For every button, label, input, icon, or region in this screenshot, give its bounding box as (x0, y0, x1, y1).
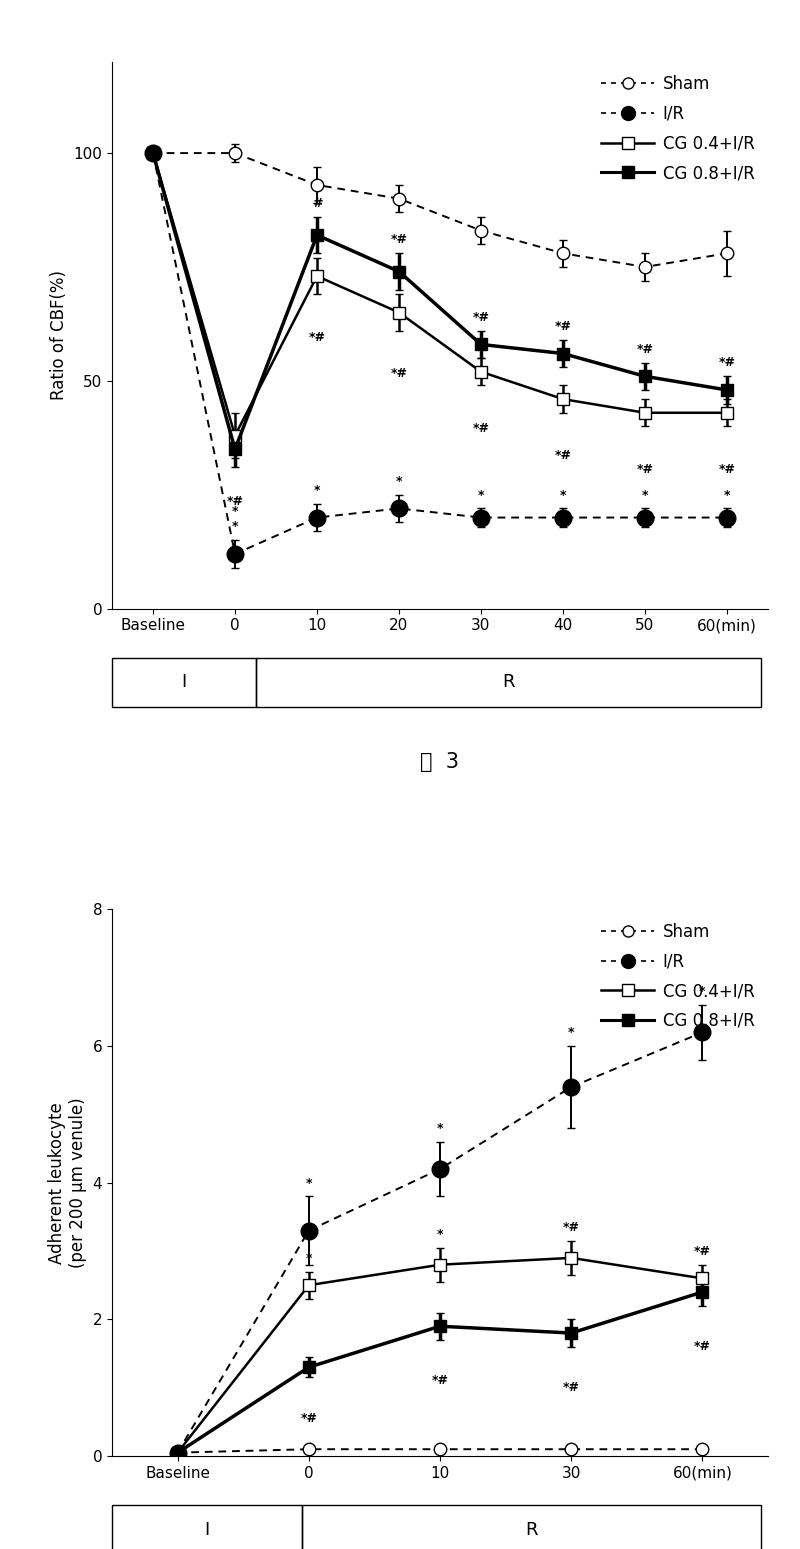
Text: *#: *# (309, 331, 326, 344)
Text: R: R (526, 1521, 538, 1538)
Text: *
*: * * (232, 505, 238, 533)
Text: *#: *# (718, 356, 735, 370)
Text: *: * (306, 1252, 312, 1264)
Legend: Sham, I/R, CG 0.4+I/R, CG 0.8+I/R: Sham, I/R, CG 0.4+I/R, CG 0.8+I/R (596, 917, 760, 1035)
Y-axis label: Adherent leukocyte
(per 200 μm venule): Adherent leukocyte (per 200 μm venule) (48, 1097, 87, 1269)
Text: *#: *# (694, 1340, 711, 1352)
Text: *#: *# (554, 449, 571, 462)
Text: *: * (478, 488, 484, 502)
Text: *#: *# (390, 234, 407, 246)
Text: *: * (306, 1177, 312, 1190)
Text: *#: *# (431, 1374, 449, 1386)
Text: 图  3: 图 3 (421, 751, 459, 771)
Bar (256, 658, 762, 706)
Text: I: I (182, 674, 186, 691)
Text: *: * (642, 488, 648, 502)
Legend: Sham, I/R, CG 0.4+I/R, CG 0.8+I/R: Sham, I/R, CG 0.4+I/R, CG 0.8+I/R (596, 70, 760, 187)
Y-axis label: Ratio of CBF(%): Ratio of CBF(%) (50, 271, 68, 400)
Text: *: * (437, 1228, 443, 1241)
Text: *#: *# (300, 1411, 318, 1425)
Text: *: * (396, 476, 402, 488)
Text: *#: *# (473, 421, 490, 435)
Text: *: * (724, 488, 730, 502)
Text: *#: *# (637, 342, 654, 356)
Text: *#: *# (562, 1221, 580, 1235)
Bar (302, 1506, 762, 1549)
Text: *#: *# (554, 321, 571, 333)
Text: I: I (205, 1521, 210, 1538)
Text: #: # (312, 197, 322, 211)
Text: *#: *# (637, 463, 654, 476)
Bar (112, 658, 256, 706)
Text: *#: *# (473, 311, 490, 324)
Bar (112, 1506, 302, 1549)
Text: *#: *# (390, 367, 407, 380)
Text: *: * (699, 985, 706, 998)
Text: *#: *# (562, 1380, 580, 1394)
Text: *: * (560, 488, 566, 502)
Text: *#: *# (718, 463, 735, 476)
Text: *: * (437, 1121, 443, 1135)
Text: *: * (314, 483, 320, 497)
Text: R: R (502, 674, 515, 691)
Text: *: * (568, 1025, 574, 1039)
Text: *#: *# (226, 494, 243, 508)
Text: *#: *# (694, 1245, 711, 1258)
